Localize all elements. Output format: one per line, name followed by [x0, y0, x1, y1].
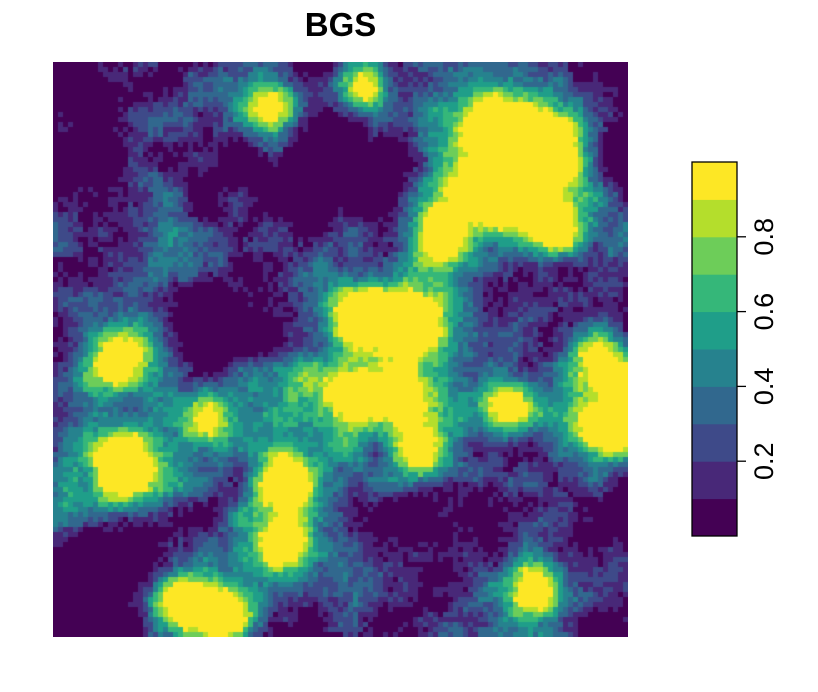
colorbar-ticks: 0.2 0.4 0.6 0.8 [737, 218, 779, 480]
colorbar-tick-label: 0.4 [749, 368, 779, 406]
colorbar-band [692, 274, 737, 313]
colorbar-band [692, 349, 737, 387]
colorbar-band [692, 498, 737, 537]
colorbar-band [692, 162, 737, 200]
chart-title: BGS [304, 6, 377, 43]
colorbar-frame [691, 161, 738, 537]
colorbar-band [692, 423, 737, 462]
colorbar-band [692, 199, 737, 238]
colorbar-tick-label: 0.8 [749, 218, 779, 256]
heatmap-raster [53, 62, 628, 637]
colorbar-tick-label: 0.6 [749, 293, 779, 331]
colorbar-tick-label: 0.2 [749, 442, 779, 480]
colorbar-band [692, 236, 737, 275]
colorbar-band [692, 386, 737, 425]
colorbar-bands [692, 162, 737, 537]
colorbar-band [692, 311, 737, 350]
colorbar-band [692, 461, 737, 500]
